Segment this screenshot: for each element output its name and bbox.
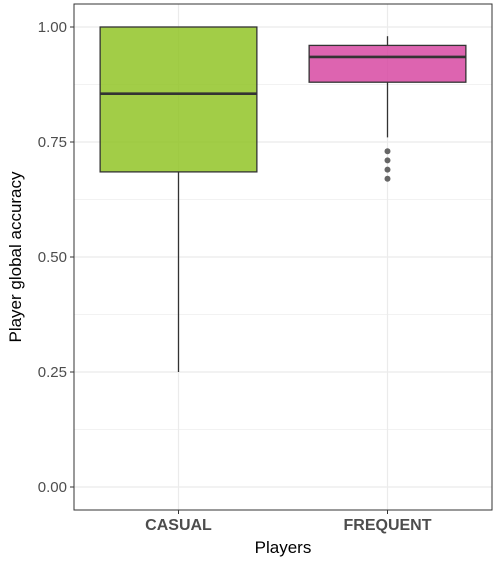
outlier-point: [384, 175, 391, 182]
y-axis-title: Player global accuracy: [6, 171, 25, 343]
box-series: [99, 26, 467, 372]
x-axis-ticks: CASUAL FREQUENT: [145, 510, 432, 534]
box-frequent: [308, 36, 467, 182]
outlier-point: [384, 148, 391, 155]
y-tick-label: 1.00: [38, 19, 67, 36]
outlier-point: [384, 166, 391, 173]
box-body: [308, 44, 467, 83]
outlier-point: [384, 157, 391, 164]
y-axis-ticks: 0.00 0.25 0.50 0.75 1.00: [38, 19, 74, 496]
y-tick-label: 0.25: [38, 364, 67, 381]
box-casual: [99, 26, 258, 372]
x-tick-label: FREQUENT: [344, 517, 432, 534]
x-tick-label: CASUAL: [145, 517, 212, 534]
x-axis-title: Players: [255, 538, 312, 557]
y-tick-label: 0.75: [38, 134, 67, 151]
box-body: [99, 26, 258, 173]
y-tick-label: 0.50: [38, 249, 67, 266]
y-tick-label: 0.00: [38, 479, 67, 496]
